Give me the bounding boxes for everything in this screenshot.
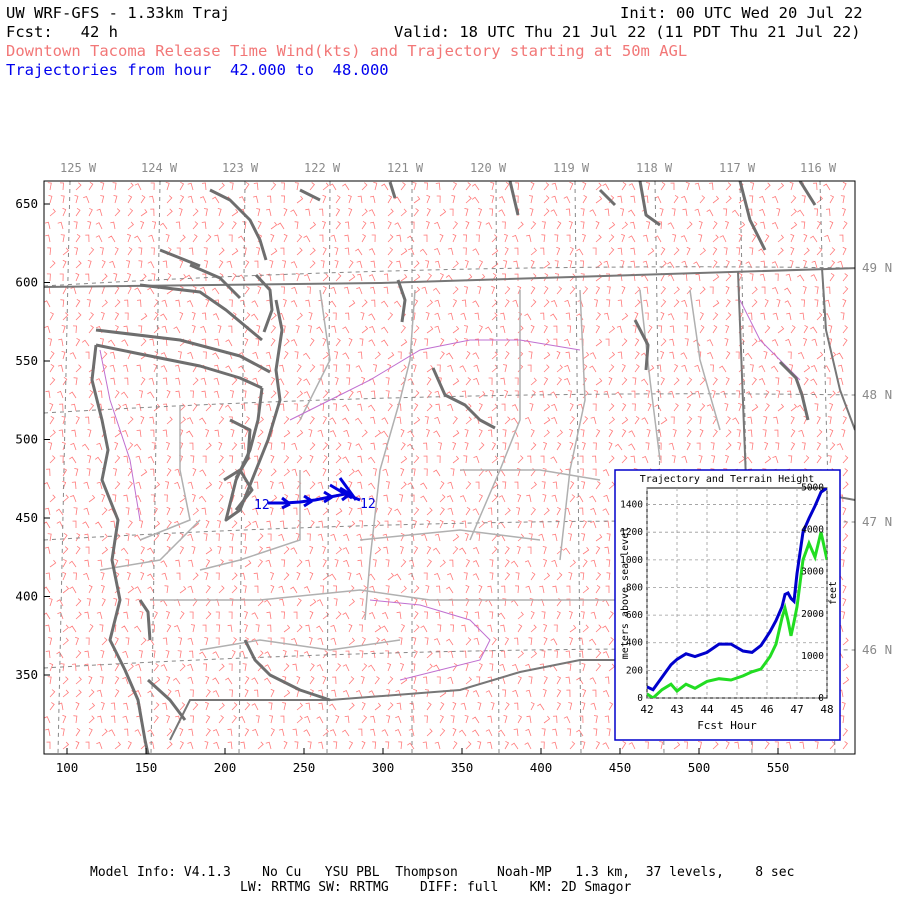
x-tick-label: 300	[372, 760, 395, 775]
y-tick-label: 500	[15, 432, 38, 447]
inset-x-tick: 42	[640, 703, 653, 716]
inset-chart: Trajectory and Terrain Height 42 43 44 45 46…	[614, 469, 841, 741]
inset-x-tick: 45	[730, 703, 743, 716]
inset-title: Trajectory and Terrain Height	[640, 474, 815, 485]
inset-xlabel: Fcst Hour	[697, 719, 757, 732]
coastline	[90, 181, 817, 754]
valid-time: Valid: 18 UTC Thu 21 Jul 22 (11 PDT Thu …	[394, 23, 861, 41]
inset-y2-tick: 0	[818, 693, 824, 704]
inset-y-tick: 200	[626, 665, 643, 676]
x-tick-label: 450	[609, 760, 632, 775]
y-tick-label: 450	[15, 510, 38, 525]
lat-label: 46 N	[862, 642, 893, 657]
y-tick-label: 350	[15, 667, 38, 682]
lat-label: 49 N	[862, 260, 893, 275]
inset-x-tick: 48	[820, 703, 833, 716]
inset-y-tick: 1000	[620, 555, 643, 566]
lon-label: 124 W	[141, 161, 178, 175]
lon-label: 119 W	[553, 161, 590, 175]
x-tick-label: 250	[293, 760, 316, 775]
green-series-line	[647, 531, 827, 698]
inset-y-tick: 800	[626, 582, 643, 593]
trajectory-end-label: 12	[360, 497, 376, 512]
inset-x-tick: 46	[760, 703, 773, 716]
lon-label: 117 W	[719, 161, 756, 175]
inset-ylabel-right: feet	[828, 581, 839, 605]
forecast-hour: Fcst: 42 h	[6, 23, 118, 41]
inset-y-tick: 400	[626, 638, 643, 649]
x-tick-label: 100	[56, 760, 79, 775]
y-tick-label: 600	[15, 275, 38, 290]
inset-ylabel: meters above sea level	[620, 527, 631, 659]
y-tick-label: 550	[15, 353, 38, 368]
x-tick-label: 350	[451, 760, 474, 775]
inset-y-tick: 600	[626, 610, 643, 621]
inset-y2-tick: 2000	[801, 609, 824, 620]
x-tick-label: 200	[214, 760, 237, 775]
trajectory	[268, 477, 361, 510]
lon-label: 123 W	[222, 161, 259, 175]
x-tick-label: 150	[135, 760, 158, 775]
x-tick-label: 400	[530, 760, 553, 775]
product-description: Downtown Tacoma Release Time Wind(kts) a…	[6, 42, 688, 60]
physics-info: LW: RRTMG SW: RRTMG DIFF: full KM: 2D Sm…	[240, 880, 632, 895]
inset-x-tick: 43	[670, 703, 683, 716]
inset-y-tick: 1400	[620, 500, 643, 511]
trajectory-start-label: 12	[254, 498, 270, 513]
inset-x-tick: 47	[790, 703, 803, 716]
inset-y2-tick: 3000	[801, 567, 824, 578]
county-borders	[99, 289, 721, 651]
lon-label: 116 W	[800, 161, 837, 175]
inset-ticks: 42 43 44 45 46 47 4802004006008001000120014000…	[620, 482, 834, 716]
inset-x-tick: 44	[700, 703, 714, 716]
inset-y2-tick: 1000	[801, 651, 824, 662]
lon-label: 118 W	[636, 161, 673, 175]
inset-y2-tick: 4000	[801, 525, 824, 536]
lon-label: 125 W	[60, 161, 97, 175]
trajectory-range: Trajectories from hour 42.000 to 48.000	[6, 61, 389, 79]
rivers	[99, 299, 801, 681]
lat-label: 47 N	[862, 514, 893, 529]
lon-label: 120 W	[470, 161, 507, 175]
lon-label: 121 W	[387, 161, 424, 175]
inset-y2-tick: 5000	[801, 482, 824, 493]
x-tick-label: 550	[767, 760, 790, 775]
blue-series-line	[647, 488, 827, 692]
y-tick-label: 400	[15, 589, 38, 604]
y-tick-label: 650	[15, 196, 38, 211]
inset-series	[647, 488, 827, 698]
lat-label: 48 N	[862, 387, 893, 402]
inset-y-tick: 1200	[620, 527, 643, 538]
inset-y-tick: 0	[637, 693, 643, 704]
init-time: Init: 00 UTC Wed 20 Jul 22	[620, 4, 863, 22]
model-title: UW WRF-GFS - 1.33km Traj	[6, 4, 230, 22]
x-axis-ticks: 100 150 200 250 300 350 400 450 500 550	[56, 748, 790, 775]
lon-label: 122 W	[304, 161, 341, 175]
y-axis-ticks: 650 600 550 500 450 400 350	[15, 196, 50, 682]
model-info: Model Info: V4.1.3 No Cu YSU PBL Thompso…	[90, 865, 795, 880]
x-tick-label: 500	[688, 760, 711, 775]
